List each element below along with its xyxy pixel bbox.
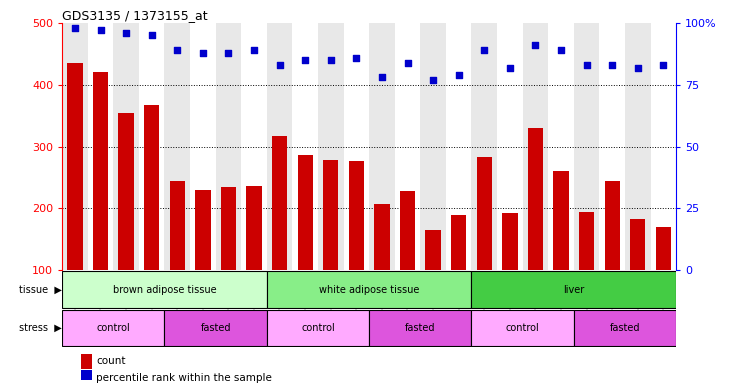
Point bbox=[529, 42, 541, 48]
Point bbox=[197, 50, 209, 56]
Bar bbox=[80, 372, 91, 384]
Bar bbox=[471, 23, 497, 270]
Point bbox=[171, 47, 183, 53]
Bar bbox=[656, 227, 671, 270]
Point bbox=[273, 62, 285, 68]
Bar bbox=[528, 128, 543, 270]
Bar bbox=[425, 230, 441, 270]
Bar bbox=[221, 187, 236, 270]
Bar bbox=[318, 23, 344, 270]
Point bbox=[556, 47, 567, 53]
Bar bbox=[144, 104, 159, 270]
Bar bbox=[62, 271, 267, 308]
Bar bbox=[118, 113, 134, 270]
Bar bbox=[67, 63, 83, 270]
Point bbox=[95, 27, 107, 33]
Text: tissue  ▶: tissue ▶ bbox=[19, 285, 62, 295]
Point bbox=[453, 72, 465, 78]
Bar bbox=[267, 271, 471, 308]
Bar bbox=[62, 310, 164, 346]
Bar bbox=[574, 23, 599, 270]
Bar bbox=[369, 310, 471, 346]
Point bbox=[632, 65, 644, 71]
Point bbox=[402, 60, 414, 66]
Point bbox=[478, 47, 490, 53]
Bar bbox=[267, 23, 292, 270]
Bar bbox=[625, 23, 651, 270]
Bar bbox=[164, 23, 190, 270]
Point bbox=[145, 32, 158, 38]
Text: count: count bbox=[96, 356, 126, 366]
Bar bbox=[93, 73, 108, 270]
Bar bbox=[113, 23, 139, 270]
Bar bbox=[400, 191, 415, 270]
Point bbox=[504, 65, 516, 71]
Point bbox=[325, 57, 336, 63]
Text: control: control bbox=[96, 323, 130, 333]
Bar bbox=[216, 23, 241, 270]
Text: fasted: fasted bbox=[610, 323, 640, 333]
Bar bbox=[574, 310, 676, 346]
Bar bbox=[374, 204, 390, 270]
Bar bbox=[420, 23, 446, 270]
Point bbox=[120, 30, 132, 36]
Bar bbox=[267, 310, 369, 346]
Point bbox=[300, 57, 311, 63]
Bar bbox=[170, 181, 185, 270]
Text: GDS3135 / 1373155_at: GDS3135 / 1373155_at bbox=[62, 9, 208, 22]
Text: white adipose tissue: white adipose tissue bbox=[319, 285, 420, 295]
Bar bbox=[195, 190, 211, 270]
Bar bbox=[451, 215, 466, 270]
Bar bbox=[164, 310, 267, 346]
Bar bbox=[80, 370, 91, 384]
Text: fasted: fasted bbox=[200, 323, 231, 333]
Bar bbox=[272, 136, 287, 270]
Text: brown adipose tissue: brown adipose tissue bbox=[113, 285, 216, 295]
Bar bbox=[605, 180, 620, 270]
Text: stress  ▶: stress ▶ bbox=[20, 323, 62, 333]
Bar bbox=[630, 219, 645, 270]
Bar bbox=[369, 23, 395, 270]
Bar bbox=[349, 161, 364, 270]
Bar bbox=[62, 23, 88, 270]
Point bbox=[69, 25, 81, 31]
Bar bbox=[471, 310, 574, 346]
Point bbox=[249, 47, 260, 53]
Point bbox=[427, 77, 439, 83]
Text: control: control bbox=[506, 323, 539, 333]
Point bbox=[658, 62, 670, 68]
Bar bbox=[471, 271, 676, 308]
Text: percentile rank within the sample: percentile rank within the sample bbox=[96, 372, 272, 382]
Bar bbox=[523, 23, 548, 270]
Bar bbox=[80, 354, 91, 369]
Bar bbox=[553, 171, 569, 270]
Bar bbox=[477, 157, 492, 270]
Text: control: control bbox=[301, 323, 335, 333]
Text: fasted: fasted bbox=[405, 323, 436, 333]
Bar bbox=[502, 214, 518, 270]
Point bbox=[581, 62, 593, 68]
Point bbox=[376, 74, 387, 81]
Text: liver: liver bbox=[563, 285, 585, 295]
Point bbox=[351, 55, 363, 61]
Bar bbox=[298, 155, 313, 270]
Point bbox=[606, 62, 618, 68]
Bar bbox=[579, 212, 594, 270]
Point bbox=[222, 50, 234, 56]
Bar bbox=[246, 185, 262, 270]
Bar bbox=[323, 160, 338, 270]
